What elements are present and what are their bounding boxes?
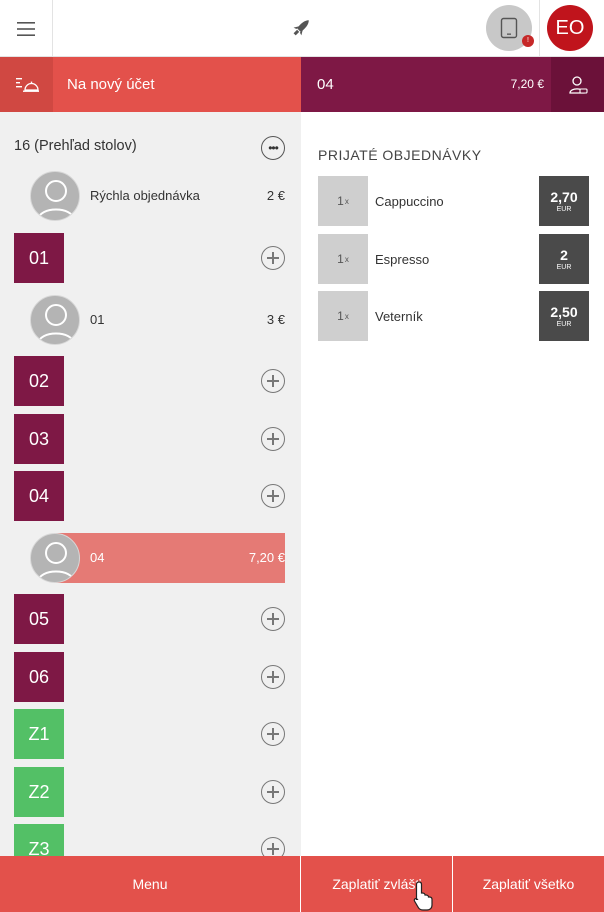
order-price: 2 EUR bbox=[539, 234, 589, 284]
table-row[interactable]: 05 bbox=[14, 594, 285, 644]
more-icon[interactable]: ••• bbox=[261, 136, 285, 160]
table-tile[interactable]: Z1 bbox=[14, 709, 64, 759]
order-name: Veterník bbox=[375, 309, 423, 324]
guest-name: 04 bbox=[90, 550, 105, 565]
rocket-icon bbox=[288, 15, 314, 41]
pay-split-button[interactable]: Zaplatiť zvlášť bbox=[301, 856, 452, 912]
order-price: 2,70 EUR bbox=[539, 176, 589, 226]
user-avatar[interactable]: EO bbox=[547, 5, 593, 51]
add-guest-icon[interactable] bbox=[261, 665, 285, 689]
table-row[interactable]: Z2 bbox=[14, 767, 285, 817]
pointer-hand-icon bbox=[413, 880, 435, 912]
table-row[interactable]: 02 bbox=[14, 356, 285, 406]
selected-table-name: 04 bbox=[317, 76, 334, 93]
table-row[interactable]: Z3 bbox=[14, 824, 285, 856]
quick-order-price: 2 € bbox=[266, 188, 285, 203]
pay-all-button[interactable]: Zaplatiť všetko bbox=[453, 856, 604, 912]
top-bar: ! EO bbox=[0, 0, 604, 57]
table-tile[interactable]: 01 bbox=[14, 233, 64, 283]
table-tile[interactable]: Z3 bbox=[14, 824, 64, 856]
divider bbox=[539, 0, 540, 57]
bottom-action-bar: Menu Zaplatiť zvlášť Zaplatiť všetko bbox=[0, 856, 604, 912]
tablet-icon bbox=[500, 17, 518, 39]
table-row[interactable]: 01 bbox=[14, 233, 285, 283]
table-tile[interactable]: 06 bbox=[14, 652, 64, 702]
person-avatar-icon bbox=[30, 295, 80, 345]
guest-row[interactable]: 01 3 € bbox=[14, 295, 285, 345]
selected-table-bar: 04 7,20 € bbox=[301, 57, 604, 112]
table-tile[interactable]: Z2 bbox=[14, 767, 64, 817]
guest-row-selected[interactable]: 04 7,20 € bbox=[14, 533, 285, 583]
bell-table-icon bbox=[0, 57, 53, 112]
person-account-icon[interactable] bbox=[551, 57, 604, 112]
add-guest-icon[interactable] bbox=[261, 780, 285, 804]
table-tile[interactable]: 03 bbox=[14, 414, 64, 464]
tablet-button[interactable]: ! bbox=[486, 5, 534, 51]
new-account-label: Na nový účet bbox=[67, 76, 155, 93]
table-row[interactable]: 03 bbox=[14, 414, 285, 464]
selection-highlight bbox=[54, 533, 285, 583]
table-row[interactable]: 04 bbox=[14, 471, 285, 521]
table-tile[interactable]: 04 bbox=[14, 471, 64, 521]
menu-button[interactable]: Menu bbox=[0, 856, 300, 912]
person-avatar-icon bbox=[30, 533, 80, 583]
order-name: Cappuccino bbox=[375, 194, 444, 209]
add-guest-icon[interactable] bbox=[261, 369, 285, 393]
person-avatar-icon bbox=[30, 171, 80, 221]
guest-name: 01 bbox=[90, 312, 105, 327]
tables-panel: 16 (Prehľad stolov) ••• Rýchla objednávk… bbox=[0, 112, 301, 856]
selected-table-total: 7,20 € bbox=[510, 77, 544, 91]
add-guest-icon[interactable] bbox=[261, 722, 285, 746]
add-guest-icon[interactable] bbox=[261, 837, 285, 856]
quick-order-row[interactable]: Rýchla objednávka 2 € bbox=[14, 171, 285, 221]
table-row[interactable]: Z1 bbox=[14, 709, 285, 759]
table-row[interactable]: 06 bbox=[14, 652, 285, 702]
quick-order-name: Rýchla objednávka bbox=[90, 188, 200, 203]
add-guest-icon[interactable] bbox=[261, 246, 285, 270]
table-tile[interactable]: 02 bbox=[14, 356, 64, 406]
guest-price: 7,20 € bbox=[248, 550, 285, 565]
add-guest-icon[interactable] bbox=[261, 484, 285, 508]
notification-badge: ! bbox=[522, 35, 534, 47]
tables-panel-title: 16 (Prehľad stolov) bbox=[14, 138, 137, 154]
table-tile[interactable]: 05 bbox=[14, 594, 64, 644]
orders-title: PRIJATÉ OBJEDNÁVKY bbox=[318, 147, 482, 163]
order-name: Espresso bbox=[375, 252, 430, 267]
add-guest-icon[interactable] bbox=[261, 427, 285, 451]
new-account-button[interactable]: Na nový účet bbox=[0, 57, 301, 112]
order-price: 2,50 EUR bbox=[539, 291, 589, 341]
add-guest-icon[interactable] bbox=[261, 607, 285, 631]
hamburger-icon[interactable] bbox=[0, 0, 53, 57]
guest-price: 3 € bbox=[266, 312, 285, 327]
